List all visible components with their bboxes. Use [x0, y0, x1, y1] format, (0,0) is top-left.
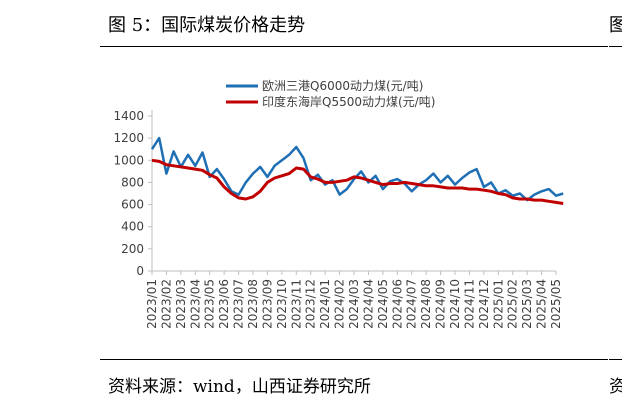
x-tick-label: 2023/09 [260, 279, 274, 329]
source-note: 资料来源：wind，山西证券研究所 [108, 377, 371, 397]
series-line-2 [151, 158, 564, 205]
y-tick-label: 800 [121, 175, 144, 189]
x-tick-label: 2023/12 [304, 279, 318, 329]
x-tick-label: 2024/06 [390, 279, 404, 329]
x-tick-label: 2024/01 [318, 279, 332, 329]
x-tick-label: 2023/10 [275, 279, 289, 329]
x-tick-label: 2024/11 [462, 279, 476, 329]
y-tick-label: 1200 [113, 131, 144, 145]
x-tick-label: 2023/03 [174, 279, 188, 329]
figure-title: 图 5：国际煤炭价格走势 [108, 15, 306, 36]
x-tick-label: 2024/09 [434, 279, 448, 329]
x-tick-label: 2023/11 [289, 279, 303, 329]
x-tick-label: 2025/04 [535, 279, 549, 329]
adjacent-source-rule [609, 359, 622, 360]
x-tick-label: 2024/04 [361, 279, 375, 329]
x-tick-label: 2024/05 [376, 279, 390, 329]
x-tick-label: 2023/04 [188, 279, 202, 329]
x-tick-label: 2024/03 [347, 279, 361, 329]
series-line-1 [150, 136, 564, 202]
title-rule [100, 46, 608, 47]
adjacent-figure-title-fragment: 图 [609, 15, 622, 36]
x-tick-label: 2024/07 [405, 279, 419, 329]
y-tick-label: 0 [136, 264, 144, 278]
x-tick-label: 2023/07 [232, 279, 246, 329]
y-tick-label: 600 [121, 198, 144, 212]
adjacent-title-rule [609, 46, 622, 47]
adjacent-source-fragment: 资 [609, 377, 622, 397]
source-rule [100, 359, 608, 360]
x-tick-label: 2024/10 [448, 279, 462, 329]
y-tick-label: 1000 [113, 153, 144, 167]
x-tick-label: 2023/06 [217, 279, 231, 329]
x-tick-label: 2024/12 [477, 279, 491, 329]
x-tick-label: 2025/02 [506, 279, 520, 329]
x-tick-label: 2023/08 [246, 279, 260, 329]
x-tick-label: 2025/01 [491, 279, 505, 329]
x-tick-label: 2023/01 [145, 279, 159, 329]
x-tick-label: 2024/08 [419, 279, 433, 329]
x-tick-label: 2023/02 [159, 279, 173, 329]
legend-label-2: 印度东海岸Q5500动力煤(元/吨) [262, 94, 435, 109]
y-tick-label: 200 [121, 242, 144, 256]
y-tick-label: 400 [121, 220, 144, 234]
x-tick-label: 2025/03 [520, 279, 534, 329]
legend-label-1: 欧洲三港Q6000动力煤(元/吨) [262, 79, 423, 93]
x-tick-label: 2023/05 [203, 279, 217, 329]
x-tick-label: 2025/05 [549, 279, 563, 329]
y-tick-label: 1400 [113, 109, 144, 123]
x-tick-label: 2024/02 [333, 279, 347, 329]
